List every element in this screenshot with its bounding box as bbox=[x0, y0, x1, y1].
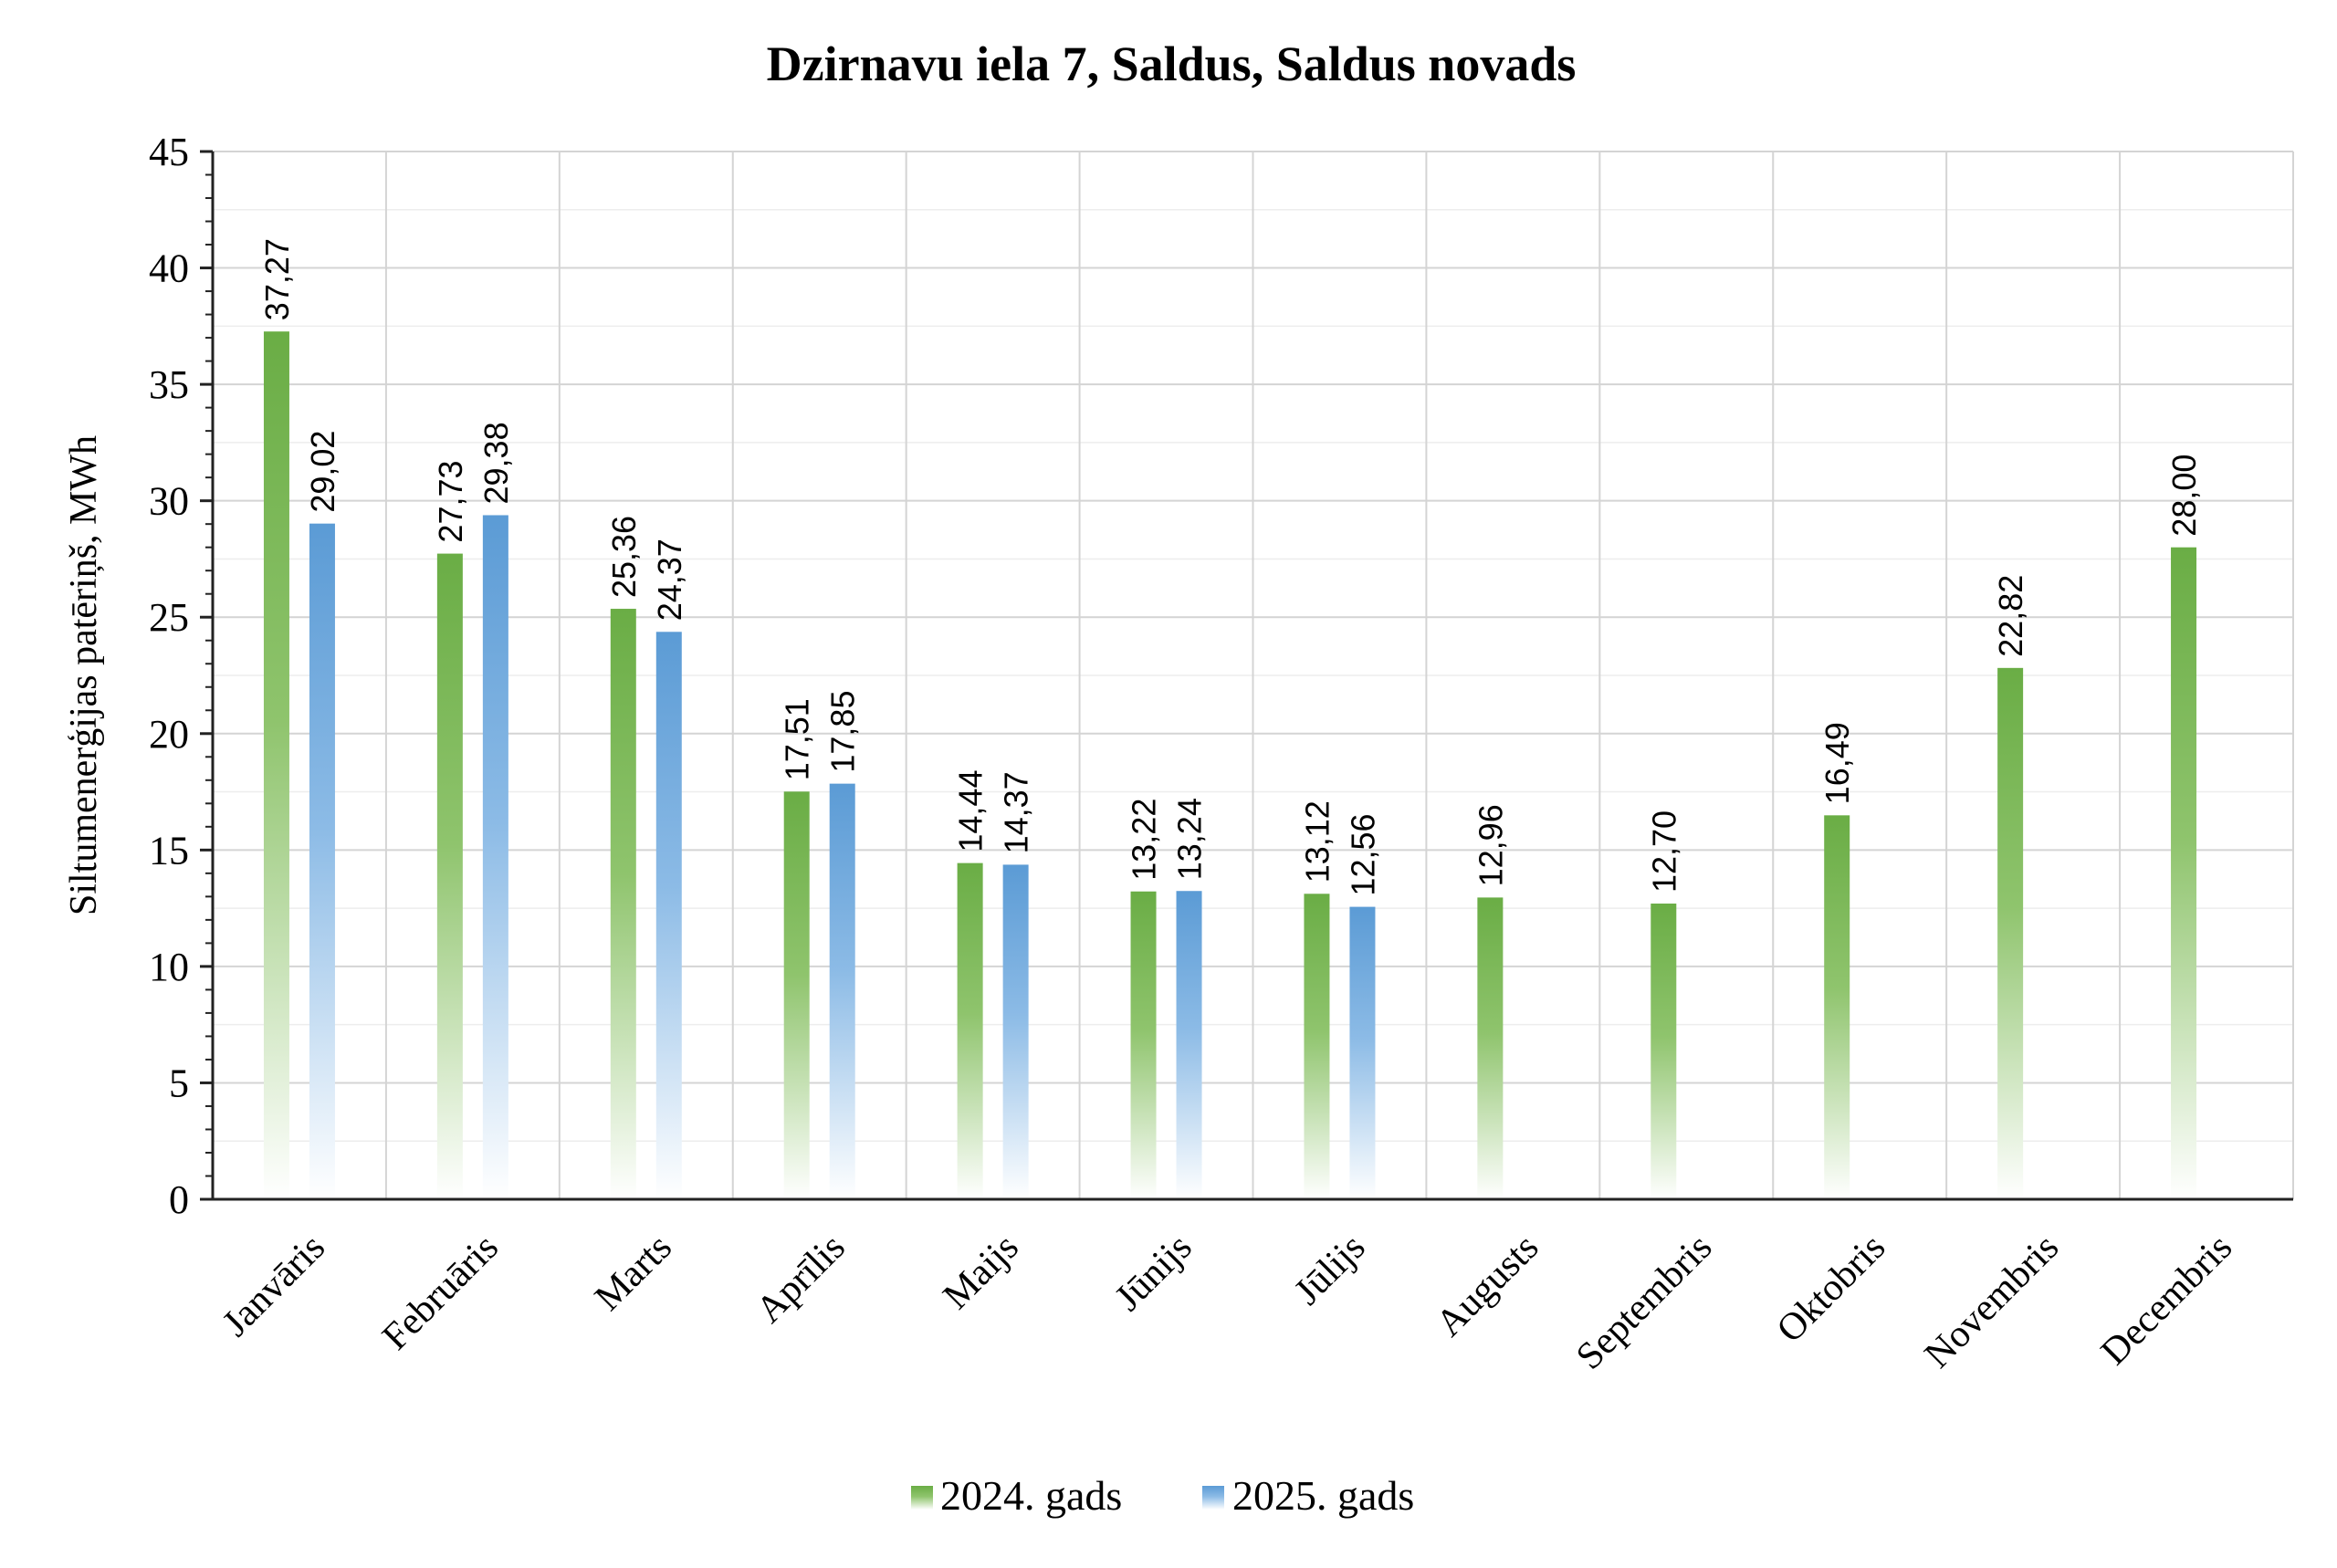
bar bbox=[1130, 891, 1157, 1199]
x-tick-label: Aprīlis bbox=[749, 1227, 854, 1332]
bars bbox=[263, 331, 2197, 1199]
bar bbox=[2171, 547, 2197, 1199]
x-tick-label: Augusts bbox=[1429, 1227, 1547, 1345]
y-tick-label: 30 bbox=[149, 479, 189, 524]
data-label: 16,49 bbox=[1818, 722, 1856, 804]
x-tick-label: Oktobris bbox=[1769, 1227, 1893, 1351]
data-label: 13,24 bbox=[1171, 798, 1209, 880]
bar bbox=[783, 791, 810, 1199]
data-label: 29,38 bbox=[477, 422, 515, 504]
y-tick-label: 35 bbox=[149, 362, 189, 407]
y-tick-label: 10 bbox=[149, 945, 189, 989]
bar bbox=[1304, 894, 1330, 1199]
bar bbox=[1997, 667, 2024, 1199]
data-label: 14,44 bbox=[952, 770, 990, 852]
x-tick-label: Maijs bbox=[936, 1227, 1027, 1318]
data-label: 27,73 bbox=[432, 460, 469, 542]
data-label: 28,00 bbox=[2165, 455, 2203, 537]
data-label: 12,56 bbox=[1344, 813, 1381, 895]
data-label: 13,22 bbox=[1126, 799, 1163, 881]
y-tick-label: 25 bbox=[149, 595, 189, 640]
bar bbox=[1651, 904, 1677, 1199]
bar bbox=[1477, 897, 1504, 1199]
y-tick-label: 20 bbox=[149, 712, 189, 757]
y-tick-label: 15 bbox=[149, 828, 189, 873]
data-label: 37,27 bbox=[258, 238, 296, 320]
y-axis-label: Siltumenerģijas patēriņš, MWh bbox=[63, 435, 105, 915]
x-tick-label: Jūlijs bbox=[1286, 1227, 1373, 1313]
bar bbox=[1176, 891, 1202, 1199]
x-tick-label: Janvāris bbox=[215, 1227, 333, 1345]
data-label: 12,96 bbox=[1472, 804, 1509, 886]
legend-swatch-2025 bbox=[1202, 1486, 1224, 1510]
x-tick-label: Februāris bbox=[374, 1227, 507, 1359]
bar bbox=[1349, 906, 1376, 1199]
bar bbox=[436, 553, 463, 1199]
bar bbox=[263, 331, 289, 1199]
y-tick-label: 45 bbox=[149, 130, 189, 174]
data-label: 12,70 bbox=[1645, 810, 1682, 893]
legend-label-2025: 2025. gads bbox=[1232, 1472, 1414, 1519]
bar bbox=[655, 632, 682, 1199]
data-label: 14,37 bbox=[998, 771, 1035, 853]
legend-label-2024: 2024. gads bbox=[940, 1472, 1122, 1519]
data-label: 17,85 bbox=[824, 691, 862, 773]
data-label: 13,12 bbox=[1298, 800, 1336, 883]
bar bbox=[610, 609, 636, 1199]
bar bbox=[1002, 864, 1029, 1199]
bar bbox=[957, 862, 983, 1199]
axes bbox=[200, 150, 2293, 1201]
data-label: 25,36 bbox=[605, 516, 643, 598]
legend-swatch-2024 bbox=[911, 1486, 933, 1510]
data-labels: 37,27 27,73 25,36 17,51 14,44 13,22 13,12 12,96… bbox=[258, 238, 2203, 895]
bar bbox=[1824, 815, 1850, 1199]
y-tick-label: 0 bbox=[169, 1177, 189, 1222]
x-tick-label: Jūnijs bbox=[1107, 1227, 1200, 1320]
bar bbox=[482, 515, 508, 1199]
x-tick-label: Marts bbox=[587, 1227, 680, 1320]
x-tick-label: Septembris bbox=[1568, 1227, 1720, 1378]
grid bbox=[213, 151, 2294, 1199]
data-label: 17,51 bbox=[779, 698, 816, 780]
data-label: 29,02 bbox=[304, 431, 341, 513]
data-label: 24,37 bbox=[651, 538, 688, 621]
bar bbox=[829, 783, 855, 1199]
y-tick-label: 40 bbox=[149, 246, 189, 291]
data-label: 22,82 bbox=[1992, 575, 2029, 657]
bar bbox=[309, 523, 335, 1199]
chart-title: Dzirnavu iela 7, Saldus, Saldus novads bbox=[767, 37, 1577, 91]
y-tick-label: 5 bbox=[169, 1061, 189, 1105]
legend: 2024. gads 2025. gads bbox=[911, 1472, 1414, 1519]
x-tick-label: Novembris bbox=[1917, 1227, 2068, 1377]
x-tick-label: Decembris bbox=[2093, 1227, 2240, 1374]
